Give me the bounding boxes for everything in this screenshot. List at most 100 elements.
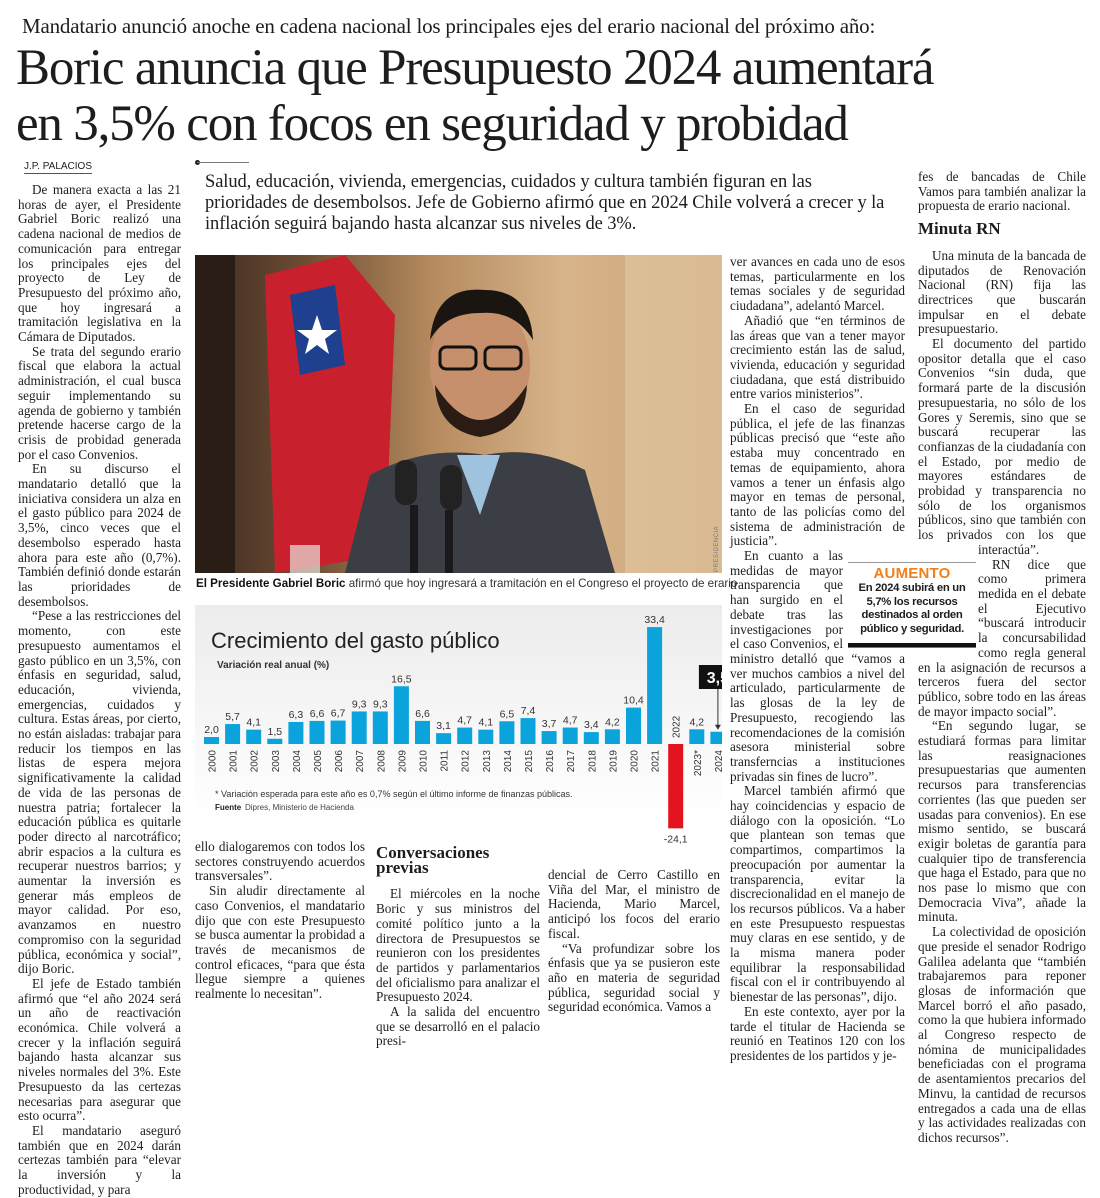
bar-2001 — [225, 724, 241, 744]
bar-value-label: 6,6 — [310, 708, 325, 720]
bar-2019 — [604, 729, 620, 744]
year-label: 2006 — [334, 750, 345, 773]
bar-value-label: 16,5 — [391, 673, 412, 685]
chart-subtitle: Variación real anual (%) — [217, 660, 329, 671]
bar-value-label: 4,1 — [478, 717, 493, 729]
bar-2003 — [267, 738, 283, 744]
chart-title: Crecimiento del gasto público — [211, 628, 500, 653]
caption-text: afirmó que hoy ingresará a tramitación e… — [345, 577, 741, 590]
bar-value-label: 4,2 — [689, 716, 704, 728]
bar-2006 — [330, 720, 346, 744]
bar-2000 — [204, 737, 219, 744]
paragraph: En el caso de seguridad pública, el jefe… — [730, 401, 905, 549]
chart-source: Dipres, Ministerio de Hacienda — [245, 803, 354, 812]
year-label: 2022 — [672, 715, 683, 738]
photo-caption: El Presidente Gabriel Boric afirmó que h… — [196, 577, 741, 590]
bar-2011 — [436, 733, 452, 744]
paragraph: “Va profundizar sobre los énfasis que ya… — [548, 940, 720, 1015]
bar-value-label: 9,3 — [373, 698, 388, 710]
headline: Boric anuncia que Presupuesto 2024 aumen… — [16, 40, 935, 152]
headline-kicker: Mandatario anunció anoche en cadena naci… — [22, 14, 876, 38]
byline: J.P. PALACIOS — [24, 161, 92, 174]
highlight-rule — [848, 643, 976, 648]
year-label: 2001 — [229, 750, 240, 773]
year-label: 2016 — [545, 750, 556, 773]
article-column-5: fes de bancadas de Chile Vamos para tamb… — [918, 169, 1086, 1146]
caption-bold: El Presidente Gabriel Boric — [196, 577, 346, 590]
bar-2017 — [562, 727, 578, 744]
photo-credit: PRESIDENCIA — [714, 525, 720, 572]
bar-value-label: 4,7 — [457, 715, 472, 727]
deck: Salud, educación, vivienda, emergencias,… — [205, 172, 885, 234]
paragraph: dencial de Cerro Castillo en Viña del Ma… — [548, 867, 720, 941]
paragraph: Se trata del segundo erario fiscal que e… — [18, 343, 181, 462]
bar-chart: Crecimiento del gasto público Variación … — [195, 605, 737, 845]
bar-value-label: 10,4 — [623, 695, 644, 707]
bar-2012 — [457, 727, 473, 744]
bar-2008 — [372, 711, 388, 744]
bar-2009 — [393, 686, 409, 744]
highlight-box-aumento: AUMENTO En 2024 subirá en un 5,7% los re… — [848, 562, 976, 648]
year-label: 2020 — [630, 750, 641, 773]
paragraph: Sin aludir directamente al caso Convenio… — [195, 883, 365, 1002]
bar-2020 — [626, 707, 641, 744]
bar-2010 — [415, 720, 430, 744]
year-label: 2011 — [440, 750, 451, 772]
year-label: 2012 — [461, 750, 472, 773]
bar-2005 — [309, 720, 325, 744]
year-label: 2021 — [651, 750, 662, 773]
year-label: 2017 — [566, 750, 577, 773]
bar-2021 — [647, 627, 663, 744]
year-label: 2014 — [503, 750, 514, 773]
year-label: 2013 — [482, 750, 493, 773]
article-column-3b: dencial de Cerro Castillo en Viña del Ma… — [548, 867, 720, 1015]
paragraph: En este contexto, ayer por la tarde el t… — [730, 1003, 905, 1063]
paragraph: El mandatario aseguró también que en 202… — [18, 1123, 181, 1197]
highlight-value-label: 3,5 — [707, 670, 722, 687]
bar-2014 — [499, 721, 515, 744]
paragraph: De manera exacta a las 21 horas de ayer,… — [18, 182, 181, 345]
paragraph: ver avances en cada uno de esos temas, p… — [730, 254, 905, 314]
bar-value-label: 6,7 — [331, 708, 346, 720]
paragraph: A la salida del encuentro que se desarro… — [376, 1004, 540, 1049]
year-label: 2015 — [524, 750, 535, 773]
subheading-conversaciones: Conversaciones previas — [376, 843, 490, 877]
paragraph: Marcel también afirmó que hay coincidenc… — [730, 783, 905, 1005]
bar-value-label: 5,7 — [225, 711, 240, 723]
deck-rule — [197, 162, 249, 163]
bar-value-label: 1,5 — [267, 726, 282, 738]
year-label: 2005 — [313, 750, 324, 773]
year-label: 2008 — [376, 750, 387, 773]
photo-president — [195, 255, 722, 573]
bar-2002 — [246, 729, 262, 744]
bar-value-label: 4,7 — [563, 715, 578, 727]
paragraph: Añadió que “en términos de las áreas que… — [730, 312, 905, 402]
bar-value-label: -24,1 — [664, 833, 688, 845]
bar-2022 — [668, 744, 684, 829]
year-label: 2019 — [608, 750, 619, 773]
year-label: 2002 — [250, 750, 261, 773]
year-label: 2003 — [271, 750, 282, 773]
highlight-body: En 2024 subirá en un 5,7% los recursos d… — [858, 582, 966, 635]
bar-value-label: 2,0 — [204, 724, 219, 736]
bar-value-label: 3,7 — [542, 718, 557, 730]
year-label: 2000 — [208, 750, 219, 773]
chart-source-label: Fuente — [215, 803, 242, 812]
year-label: 2004 — [292, 750, 303, 773]
paragraph: En su discurso el mandatario detalló que… — [18, 461, 181, 609]
bar-value-label: 7,4 — [521, 705, 536, 717]
subheading-minuta-rn: Minuta RN — [918, 219, 1001, 239]
bar-value-label: 6,5 — [500, 708, 515, 720]
year-label: 2018 — [587, 750, 598, 773]
article-column-1: De manera exacta a las 21 horas de ayer,… — [18, 182, 181, 1198]
paragraph: La colectividad de oposición que preside… — [918, 924, 1086, 1145]
highlight-title: AUMENTO — [848, 562, 976, 582]
paragraph: En cuanto a las medidas de mayor transpa… — [730, 548, 905, 784]
bar-value-label: 33,4 — [644, 614, 665, 626]
bar-2004 — [288, 721, 304, 744]
arrow-head — [714, 724, 721, 730]
article-column-2: ello dialogaremos con todos los sectores… — [195, 839, 365, 1002]
chart-gasto-publico: Crecimiento del gasto público Variación … — [195, 605, 737, 845]
bar-value-label: 4,1 — [246, 717, 261, 729]
bar-value-label: 6,6 — [415, 708, 430, 720]
